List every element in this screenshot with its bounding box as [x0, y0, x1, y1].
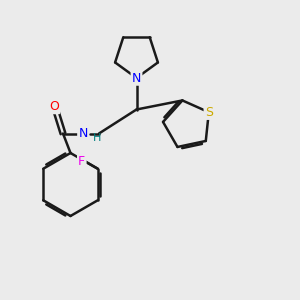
Text: H: H: [93, 133, 101, 143]
Text: S: S: [205, 106, 213, 119]
Text: F: F: [78, 155, 85, 168]
Text: O: O: [49, 100, 59, 113]
Text: N: N: [78, 127, 88, 140]
Text: N: N: [132, 71, 141, 85]
